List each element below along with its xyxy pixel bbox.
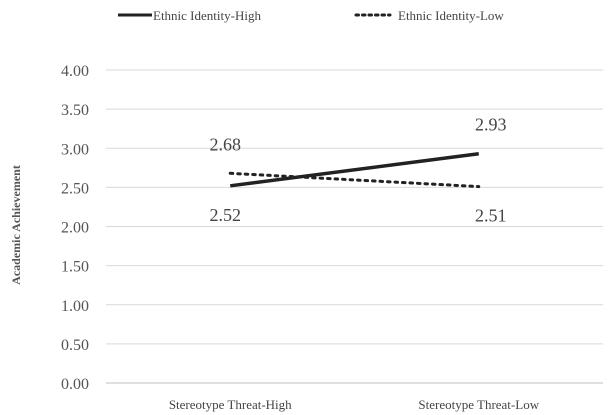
gridlines (106, 69, 603, 384)
legend-label-ethnic-identity-high: Ethnic Identity-High (153, 8, 261, 23)
data-labels: 2.52 2.93 2.68 2.51 (210, 115, 507, 226)
y-axis-ticks: 0.00 0.50 1.00 1.50 2.00 2.50 3.00 3.50 4.00 (61, 63, 89, 393)
y-tick-label: 0.00 (61, 376, 89, 393)
y-tick-label: 3.00 (61, 141, 89, 158)
y-tick-label: 2.50 (61, 180, 89, 197)
series-line-0 (230, 151, 479, 188)
x-tick-label: Stereotype Threat-High (169, 397, 292, 412)
y-tick-label: 1.50 (61, 259, 89, 276)
y-tick-label: 4.00 (61, 63, 89, 80)
x-axis-ticks: Stereotype Threat-High Stereotype Threat-… (169, 397, 540, 412)
data-label: 2.52 (210, 205, 242, 225)
series-lines (228, 151, 481, 189)
series-line-1 (228, 171, 481, 189)
data-label: 2.68 (210, 134, 242, 154)
data-label: 2.93 (475, 115, 507, 135)
data-label: 2.51 (475, 206, 507, 226)
y-tick-label: 2.00 (61, 220, 89, 237)
y-tick-label: 1.00 (61, 298, 89, 315)
legend: Ethnic Identity-High Ethnic Identity-Low (118, 8, 504, 23)
legend-label-ethnic-identity-low: Ethnic Identity-Low (398, 8, 504, 23)
y-tick-label: 0.50 (61, 337, 89, 354)
x-tick-label: Stereotype Threat-Low (418, 397, 539, 412)
y-tick-label: 3.50 (61, 102, 89, 119)
y-axis-label: Academic Achievement (9, 165, 23, 285)
